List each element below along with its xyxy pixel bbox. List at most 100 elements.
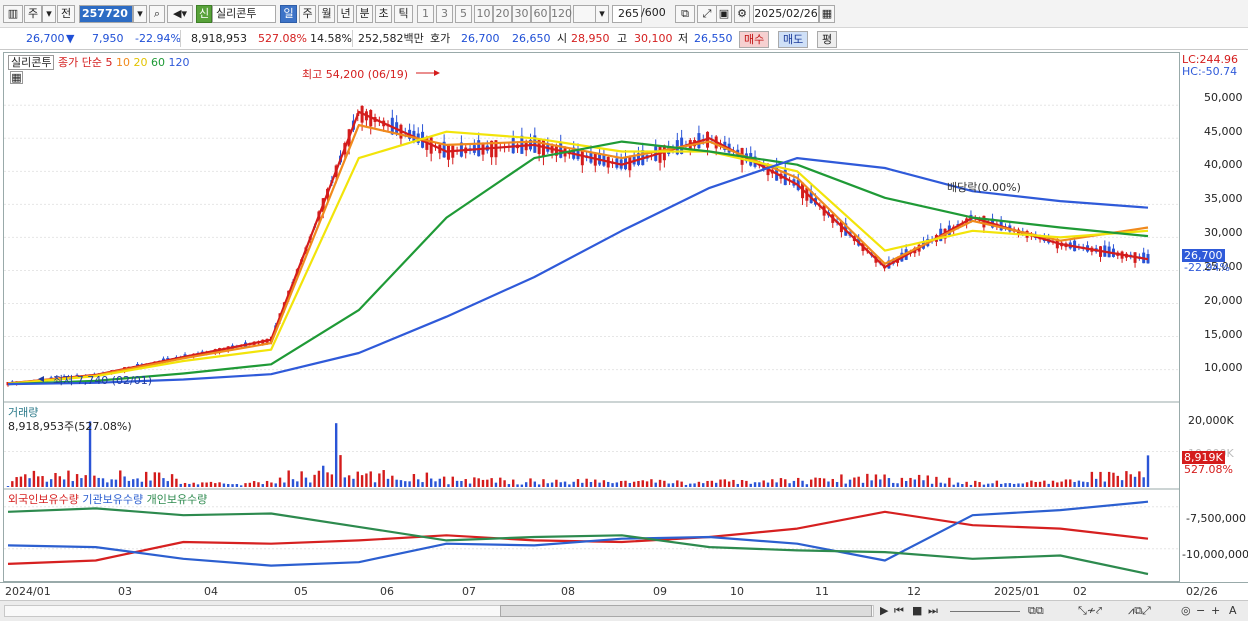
volume-bar <box>356 471 359 487</box>
prev-button[interactable]: 전 <box>57 5 75 23</box>
x-tick: 12 <box>907 585 921 598</box>
volume-bar <box>114 479 118 487</box>
stock-name-field[interactable]: 실리콘투 <box>212 5 276 23</box>
count-60[interactable]: 60 <box>531 5 550 23</box>
period-year[interactable]: 년 <box>337 5 354 23</box>
volume-bar <box>481 479 485 487</box>
volume-bar <box>822 478 826 487</box>
period-tick[interactable]: 틱 <box>394 5 413 23</box>
chart-frame[interactable]: 실리콘투 종가 단순 5 10 20 60 120 ▦ 최고 54,200 (0… <box>3 52 1181 583</box>
plus-icon[interactable]: + <box>1211 604 1221 617</box>
chevron-down-icon[interactable]: ▾ <box>42 5 56 23</box>
period-second[interactable]: 초 <box>375 5 392 23</box>
period-minute[interactable]: 분 <box>356 5 373 23</box>
chart-canvas[interactable] <box>4 53 1181 583</box>
y-tick: 30,000 <box>1204 226 1243 239</box>
volume-bar <box>326 472 329 487</box>
window-menu-icon[interactable]: ▥ <box>3 5 23 23</box>
search-icon[interactable]: ⌕ <box>149 5 165 23</box>
custom-count-dropdown-icon[interactable]: ▾ <box>595 5 609 23</box>
x-tick: 07 <box>462 585 476 598</box>
period-type-button[interactable]: 주 <box>24 5 42 23</box>
buy-button[interactable]: 매수 <box>739 31 770 48</box>
font-size-icon[interactable]: A <box>1229 604 1237 617</box>
volume-bar <box>602 480 606 487</box>
zoom-slider[interactable] <box>950 611 1020 612</box>
volume-bar <box>913 479 917 487</box>
volume-bar <box>201 482 204 487</box>
volume-ratio: 527.08% <box>258 32 307 45</box>
volume-bar <box>909 477 912 487</box>
volume-bar <box>594 479 597 487</box>
ma-line-60 <box>7 140 1149 386</box>
volume-bar <box>309 482 312 487</box>
volume-bar <box>421 482 424 487</box>
count-30[interactable]: 30 <box>512 5 531 23</box>
volume-bar <box>762 480 765 487</box>
volume-bar <box>779 478 783 487</box>
ma-line-120 <box>7 156 1149 386</box>
eval-button[interactable]: 평 <box>817 31 838 48</box>
code-dropdown-icon[interactable]: ▾ <box>133 5 147 23</box>
period-day[interactable]: 일 <box>280 5 297 23</box>
count-1[interactable]: 1 <box>417 5 434 23</box>
count-20[interactable]: 20 <box>493 5 512 23</box>
volume-bar <box>32 470 36 487</box>
volume-bar <box>347 475 351 487</box>
volume-bar <box>758 482 761 487</box>
volume-bar <box>417 479 420 487</box>
date-input[interactable]: 2025/02/26 <box>753 5 819 23</box>
volume-bar <box>727 481 731 487</box>
gear-icon[interactable]: ⚙ <box>734 5 750 23</box>
scroll-thumb[interactable] <box>500 605 872 617</box>
candle-type-icon[interactable]: ⧉ <box>675 5 695 23</box>
volume-bar <box>235 484 239 487</box>
count-120[interactable]: 120 <box>550 5 572 23</box>
view-tools-icon[interactable]: ⧉⧉ <box>1028 604 1044 617</box>
zoom-out-button[interactable]: ◎ <box>1181 604 1191 617</box>
volume-bar <box>6 486 10 487</box>
period-month[interactable]: 월 <box>318 5 335 23</box>
count-5[interactable]: 5 <box>455 5 472 23</box>
calendar-icon[interactable]: ▦ <box>819 5 835 23</box>
volume-bar <box>1021 483 1024 487</box>
save-icon[interactable]: ▣ <box>716 5 732 23</box>
individual-holdings-label: 개인보유수량 <box>146 493 208 506</box>
chart-tools-icon[interactable]: ⩘⧉⤢ <box>1128 604 1151 617</box>
volume-bar <box>999 483 1003 487</box>
volume-bar <box>550 482 554 487</box>
volume-bar <box>1073 481 1076 487</box>
fast-forward-icon[interactable]: ⏭ <box>928 604 938 617</box>
draw-tool-icon[interactable]: ⤢ <box>697 5 717 23</box>
bars-display-input[interactable]: 265 <box>612 5 642 23</box>
volume-bar <box>840 474 843 487</box>
sell-button[interactable]: 매도 <box>778 31 809 48</box>
table-view-icon[interactable]: ▦ <box>10 71 23 84</box>
period-week[interactable]: 주 <box>299 5 316 23</box>
scroll-right-icon[interactable]: ▶ <box>880 604 889 617</box>
drawing-tools-icon[interactable]: ⤡≁⤤ <box>1078 604 1103 617</box>
high-label: 고 <box>617 32 628 45</box>
ma-5: 5 <box>105 56 113 69</box>
rewind-icon[interactable]: ⏮ <box>894 604 904 617</box>
volume-bar <box>1103 481 1107 487</box>
volume-bar <box>1043 480 1046 487</box>
x-tick: 03 <box>118 585 132 598</box>
sound-icon[interactable]: ◀▾ <box>167 5 193 23</box>
count-10[interactable]: 10 <box>474 5 493 23</box>
volume-bar <box>265 480 269 487</box>
volume-bar <box>693 483 696 487</box>
volume-bar <box>615 482 619 487</box>
stop-icon[interactable]: ■ <box>912 604 923 617</box>
volume-bar <box>1034 481 1037 487</box>
y-tick: 15,000 <box>1204 328 1243 341</box>
count-3[interactable]: 3 <box>436 5 453 23</box>
volume-bar <box>1025 482 1029 487</box>
volume-bar <box>291 479 295 487</box>
volume-bar <box>943 483 947 487</box>
volume-bar <box>900 477 904 487</box>
volume-bar <box>676 480 679 487</box>
minus-icon[interactable]: − <box>1196 604 1206 617</box>
stock-code-input[interactable]: 257720 <box>79 5 133 23</box>
chart-scrollbar[interactable]: ▶ ⏮ ■ ⏭ ⧉⧉ ⤡≁⤤ ⩘⧉⤢ ◎ − + A <box>0 600 1248 621</box>
